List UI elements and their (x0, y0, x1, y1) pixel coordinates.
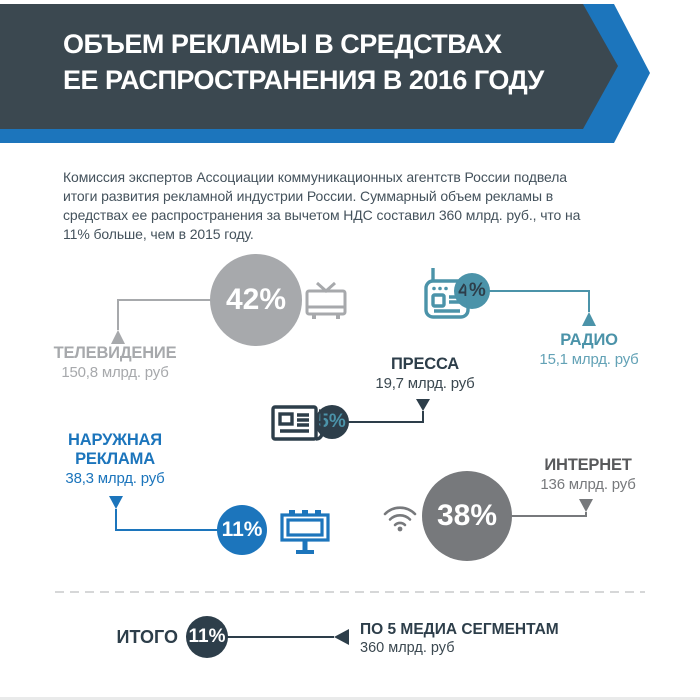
tv-share-bubble: 42% (210, 254, 302, 346)
intro-paragraph: Комиссия экспертов Ассоциации коммуникац… (63, 169, 581, 242)
tv-share-percent: 42% (225, 283, 287, 316)
press-label-block: ПРЕССА 19,7 млрд. руб (350, 355, 500, 393)
page-title: ОБЪЕМ РЕКЛАМЫ В СРЕДСТВАХ ЕЕ РАСПРОСТРАН… (63, 26, 544, 98)
outdoor-label-block: НАРУЖНАЯ РЕКЛАМА 38,3 млрд. руб (40, 431, 190, 488)
outdoor-share-percent: 11% (221, 518, 263, 541)
newspaper-icon (271, 405, 324, 441)
billboard-icon (280, 510, 330, 554)
radio-pin-triangle (582, 312, 596, 326)
internet-pin-triangle (579, 499, 593, 512)
page-title-line2: ЕЕ РАСПРОСТРАНЕНИЯ В 2016 ГОДУ (63, 65, 544, 95)
press-value: 19,7 млрд. руб (375, 375, 475, 392)
radio-label: РАДИО (560, 331, 618, 349)
internet-value: 136 млрд. руб (540, 476, 636, 493)
total-pin-triangle (334, 629, 349, 645)
tv-label-block: ТЕЛЕВИДЕНИЕ 150,8 млрд. руб (40, 344, 190, 382)
bottom-edge-strip (0, 697, 700, 700)
tv-value: 150,8 млрд. руб (61, 364, 169, 381)
total-value: 360 млрд. руб (360, 640, 455, 656)
total-summary-block: ПО 5 МЕДИА СЕГМЕНТАМ 360 млрд. руб (360, 621, 590, 657)
outdoor-value: 38,3 млрд. руб (65, 470, 165, 487)
tv-label: ТЕЛЕВИДЕНИЕ (53, 344, 177, 362)
total-segments-label: ПО 5 МЕДИА СЕГМЕНТАМ (360, 621, 559, 638)
header-banner (0, 4, 650, 143)
internet-share-percent: 38% (436, 499, 498, 532)
tv-pin-triangle (111, 330, 125, 344)
radio-label-block: РАДИО 15,1 млрд. руб (514, 331, 664, 369)
internet-share-bubble: 38% (422, 471, 512, 561)
radio-icon (424, 268, 470, 319)
total-growth-bubble: 11% (186, 616, 228, 658)
press-pin-triangle (416, 399, 430, 411)
radio-value: 15,1 млрд. руб (539, 351, 639, 368)
internet-label-block: ИНТЕРНЕТ 136 млрд. руб (513, 456, 663, 494)
total-growth-percent: 11% (188, 626, 226, 647)
header-banner-dark-arrow (0, 4, 618, 129)
internet-label: ИНТЕРНЕТ (544, 456, 632, 474)
page-title-line1: ОБЪЕМ РЕКЛАМЫ В СРЕДСТВАХ (63, 29, 502, 59)
outdoor-label: НАРУЖНАЯ РЕКЛАМА (68, 431, 162, 468)
wifi-icon (383, 506, 417, 532)
outdoor-pin-triangle (109, 496, 123, 509)
total-label: ИТОГО (116, 627, 178, 647)
press-label: ПРЕССА (390, 355, 459, 373)
tv-icon (305, 281, 347, 319)
outdoor-share-bubble: 11% (217, 505, 267, 555)
